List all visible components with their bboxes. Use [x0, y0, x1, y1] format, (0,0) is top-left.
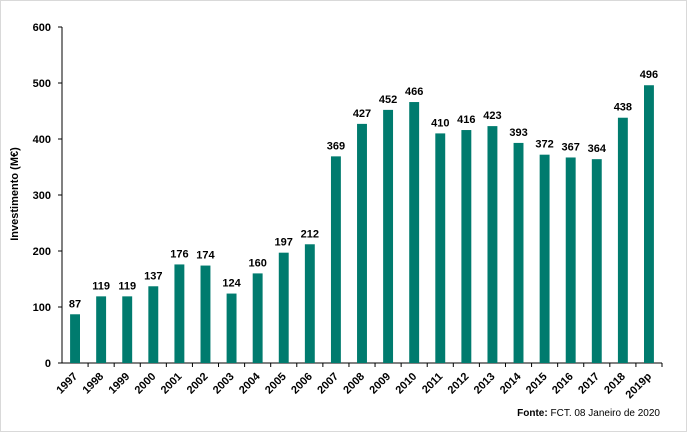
- bar-2018: [617, 117, 628, 363]
- y-tick-label: 0: [45, 358, 51, 370]
- x-tick-label-2003: 2003: [211, 371, 237, 397]
- bar-2006: [304, 244, 315, 363]
- data-label-1999: 119: [118, 280, 136, 292]
- data-label-2013: 423: [483, 110, 501, 122]
- bar-2001: [174, 264, 185, 363]
- source-text: FCT. 08 Janeiro de 2020: [550, 408, 660, 419]
- x-tick-label-2012: 2012: [446, 371, 472, 397]
- data-label-2010: 466: [405, 86, 423, 98]
- data-label-2007: 369: [327, 140, 345, 152]
- data-label-2014: 393: [509, 127, 527, 139]
- bar-2017: [591, 159, 602, 363]
- x-tick-label-2013: 2013: [472, 371, 498, 397]
- y-axis-label: Investimento (M€): [9, 147, 21, 241]
- y-tick-label: 300: [33, 190, 51, 202]
- y-tick-label: 600: [33, 22, 51, 34]
- bar-2013: [487, 126, 498, 364]
- x-tick-label-2009: 2009: [367, 371, 393, 397]
- data-label-2015: 372: [535, 139, 553, 151]
- x-tick-label-1999: 1999: [107, 371, 133, 397]
- x-tick-label-2007: 2007: [315, 371, 341, 397]
- data-label-2016: 367: [562, 141, 580, 153]
- x-tick-label-2006: 2006: [289, 371, 315, 397]
- data-label-2012: 416: [457, 114, 475, 126]
- bar-2015: [539, 154, 550, 363]
- bar-2005: [278, 252, 289, 363]
- bar-2002: [200, 265, 211, 363]
- data-label-2002: 174: [196, 250, 215, 262]
- bar-2009: [383, 109, 394, 363]
- bar-2007: [330, 156, 341, 363]
- data-label-2004: 160: [248, 257, 266, 269]
- data-label-1997: 87: [69, 298, 81, 310]
- source-label: Fonte:: [517, 408, 548, 419]
- data-label-2008: 427: [353, 108, 371, 120]
- bar-2008: [357, 123, 367, 363]
- x-tick-label-1997: 1997: [54, 371, 80, 397]
- bars: [70, 85, 654, 364]
- x-tick-label-2001: 2001: [159, 371, 185, 397]
- data-labels: 87 119 119 137 176 174 124 160 197 212 369 427 452 46…: [69, 69, 658, 310]
- x-tick-label-2000: 2000: [133, 371, 159, 397]
- data-label-2018: 438: [614, 102, 632, 114]
- x-tick-label-2015: 2015: [524, 371, 550, 397]
- bar-2011: [435, 133, 446, 363]
- bar-2000: [148, 286, 159, 363]
- bar-1998: [96, 296, 107, 363]
- data-label-2001: 176: [170, 248, 188, 260]
- bar-2010: [409, 102, 420, 363]
- data-label-2011: 410: [431, 117, 449, 129]
- bar-2004: [252, 273, 263, 363]
- y-tick-label: 200: [33, 246, 51, 258]
- x-tick-label-2019p: 2019p: [624, 370, 655, 401]
- x-tick-label-2014: 2014: [498, 370, 524, 396]
- x-tick-label-2017: 2017: [576, 371, 602, 397]
- bar-1997: [70, 314, 80, 363]
- data-label-2003: 124: [222, 278, 241, 290]
- x-tick-label-2010: 2010: [393, 371, 419, 397]
- x-tick-label-2002: 2002: [185, 371, 211, 397]
- data-label-1998: 119: [92, 280, 110, 292]
- data-label-2005: 197: [275, 237, 293, 249]
- bar-2003: [226, 293, 237, 363]
- y-tick-label: 400: [33, 134, 51, 146]
- source-note: Fonte: FCT. 08 Janeiro de 2020: [517, 408, 660, 419]
- y-axis: 0 100 200 300 400 500 600: [33, 22, 63, 370]
- data-label-2000: 137: [144, 270, 162, 282]
- data-label-2017: 364: [588, 143, 607, 155]
- bar-2014: [513, 142, 524, 363]
- x-tick-label-2011: 2011: [420, 371, 445, 396]
- data-label-2009: 452: [379, 94, 397, 106]
- bar-1999: [122, 296, 133, 363]
- x-tick-label-2004: 2004: [237, 370, 263, 396]
- bar-2012: [461, 130, 472, 363]
- x-tick-label-2016: 2016: [550, 371, 576, 397]
- data-label-2006: 212: [301, 228, 319, 240]
- y-tick-label: 500: [33, 78, 51, 90]
- x-axis: 1997 1998 1999 2000 2001 2002 2003 2004 2005 2006…: [54, 362, 663, 401]
- bar-2019p: [644, 85, 654, 364]
- x-tick-label-2005: 2005: [263, 371, 289, 397]
- data-label-2019p: 496: [640, 69, 658, 81]
- x-tick-label-2008: 2008: [341, 371, 367, 397]
- bar-2016: [565, 157, 576, 363]
- x-tick-label-1998: 1998: [80, 371, 106, 397]
- y-tick-label: 100: [33, 302, 51, 314]
